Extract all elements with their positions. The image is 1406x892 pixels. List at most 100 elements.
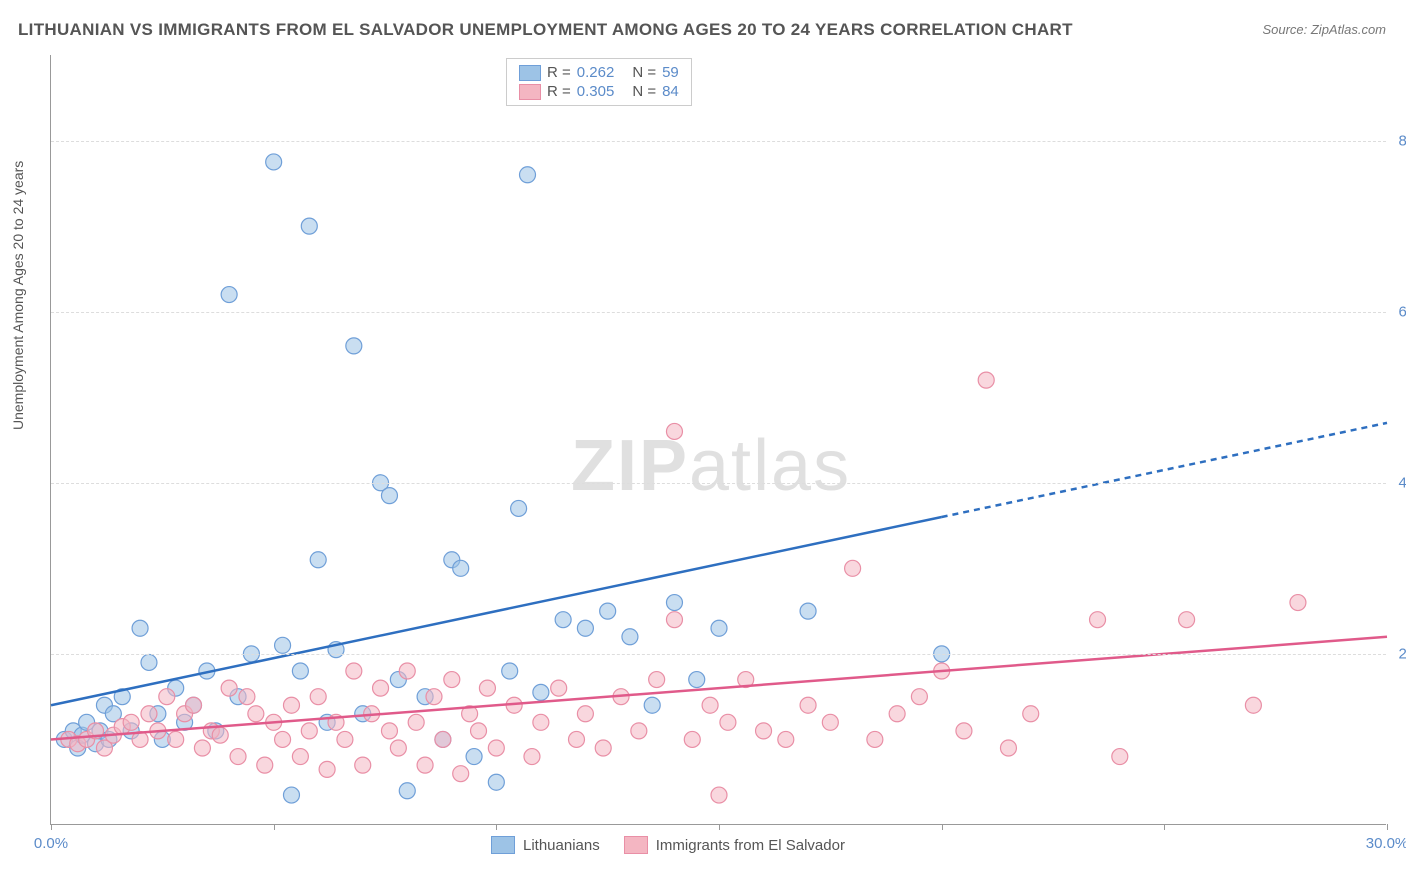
data-point — [212, 727, 228, 743]
data-point — [520, 167, 536, 183]
data-point — [141, 706, 157, 722]
data-point — [399, 663, 415, 679]
legend-swatch — [491, 836, 515, 854]
data-point — [1179, 612, 1195, 628]
data-point — [524, 749, 540, 765]
data-point — [466, 749, 482, 765]
legend-r-label: R = — [547, 64, 571, 81]
data-point — [132, 620, 148, 636]
data-point — [1112, 749, 1128, 765]
data-point — [319, 761, 335, 777]
gridline — [51, 654, 1386, 655]
legend-label: Immigrants from El Salvador — [656, 837, 845, 854]
legend-n-value: 84 — [662, 83, 679, 100]
data-point — [123, 714, 139, 730]
data-point — [257, 757, 273, 773]
data-point — [275, 637, 291, 653]
data-point — [684, 731, 700, 747]
gridline — [51, 483, 1386, 484]
data-point — [551, 680, 567, 696]
legend-item: Immigrants from El Salvador — [624, 836, 845, 854]
data-point — [1023, 706, 1039, 722]
data-point — [622, 629, 638, 645]
data-point — [822, 714, 838, 730]
legend-r-value: 0.305 — [577, 83, 615, 100]
data-point — [711, 787, 727, 803]
data-point — [511, 500, 527, 516]
x-tick-label: 0.0% — [34, 835, 68, 852]
data-point — [453, 560, 469, 576]
legend-item: Lithuanians — [491, 836, 600, 854]
x-tick-mark — [51, 824, 52, 830]
data-point — [978, 372, 994, 388]
data-point — [186, 697, 202, 713]
data-point — [168, 731, 184, 747]
data-point — [889, 706, 905, 722]
data-point — [159, 689, 175, 705]
data-point — [355, 757, 371, 773]
data-point — [292, 663, 308, 679]
series-legend: Lithuanians Immigrants from El Salvador — [491, 836, 845, 854]
legend-n-label: N = — [632, 64, 656, 81]
legend-row: R =0.305N =84 — [519, 82, 679, 101]
legend-swatch — [519, 65, 541, 81]
data-point — [444, 672, 460, 688]
data-point — [956, 723, 972, 739]
data-point — [533, 684, 549, 700]
data-point — [426, 689, 442, 705]
x-tick-mark — [1387, 824, 1388, 830]
data-point — [644, 697, 660, 713]
data-point — [399, 783, 415, 799]
data-point — [600, 603, 616, 619]
y-tick-label: 60.0% — [1391, 303, 1406, 320]
data-point — [310, 552, 326, 568]
scatter-svg — [51, 55, 1387, 825]
data-point — [595, 740, 611, 756]
data-point — [666, 595, 682, 611]
data-point — [533, 714, 549, 730]
data-point — [275, 731, 291, 747]
data-point — [248, 706, 264, 722]
data-point — [800, 603, 816, 619]
gridline — [51, 141, 1386, 142]
data-point — [720, 714, 736, 730]
legend-n-label: N = — [632, 83, 656, 100]
data-point — [381, 488, 397, 504]
trend-line-extrapolated — [942, 423, 1387, 517]
data-point — [408, 714, 424, 730]
data-point — [666, 423, 682, 439]
data-point — [373, 680, 389, 696]
data-point — [471, 723, 487, 739]
legend-n-value: 59 — [662, 64, 679, 81]
data-point — [346, 338, 362, 354]
data-point — [800, 697, 816, 713]
data-point — [266, 154, 282, 170]
y-tick-label: 40.0% — [1391, 474, 1406, 491]
data-point — [479, 680, 495, 696]
x-tick-mark — [274, 824, 275, 830]
data-point — [555, 612, 571, 628]
data-point — [301, 723, 317, 739]
data-point — [577, 706, 593, 722]
data-point — [568, 731, 584, 747]
x-tick-mark — [496, 824, 497, 830]
gridline — [51, 312, 1386, 313]
data-point — [346, 663, 362, 679]
x-tick-mark — [942, 824, 943, 830]
data-point — [417, 757, 433, 773]
data-point — [239, 689, 255, 705]
data-point — [702, 697, 718, 713]
legend-row: R =0.262N =59 — [519, 63, 679, 82]
data-point — [778, 731, 794, 747]
legend-swatch — [519, 84, 541, 100]
data-point — [283, 787, 299, 803]
data-point — [453, 766, 469, 782]
x-tick-label: 30.0% — [1366, 835, 1406, 852]
y-tick-label: 20.0% — [1391, 645, 1406, 662]
data-point — [649, 672, 665, 688]
data-point — [577, 620, 593, 636]
data-point — [194, 740, 210, 756]
data-point — [867, 731, 883, 747]
data-point — [711, 620, 727, 636]
legend-swatch — [624, 836, 648, 854]
